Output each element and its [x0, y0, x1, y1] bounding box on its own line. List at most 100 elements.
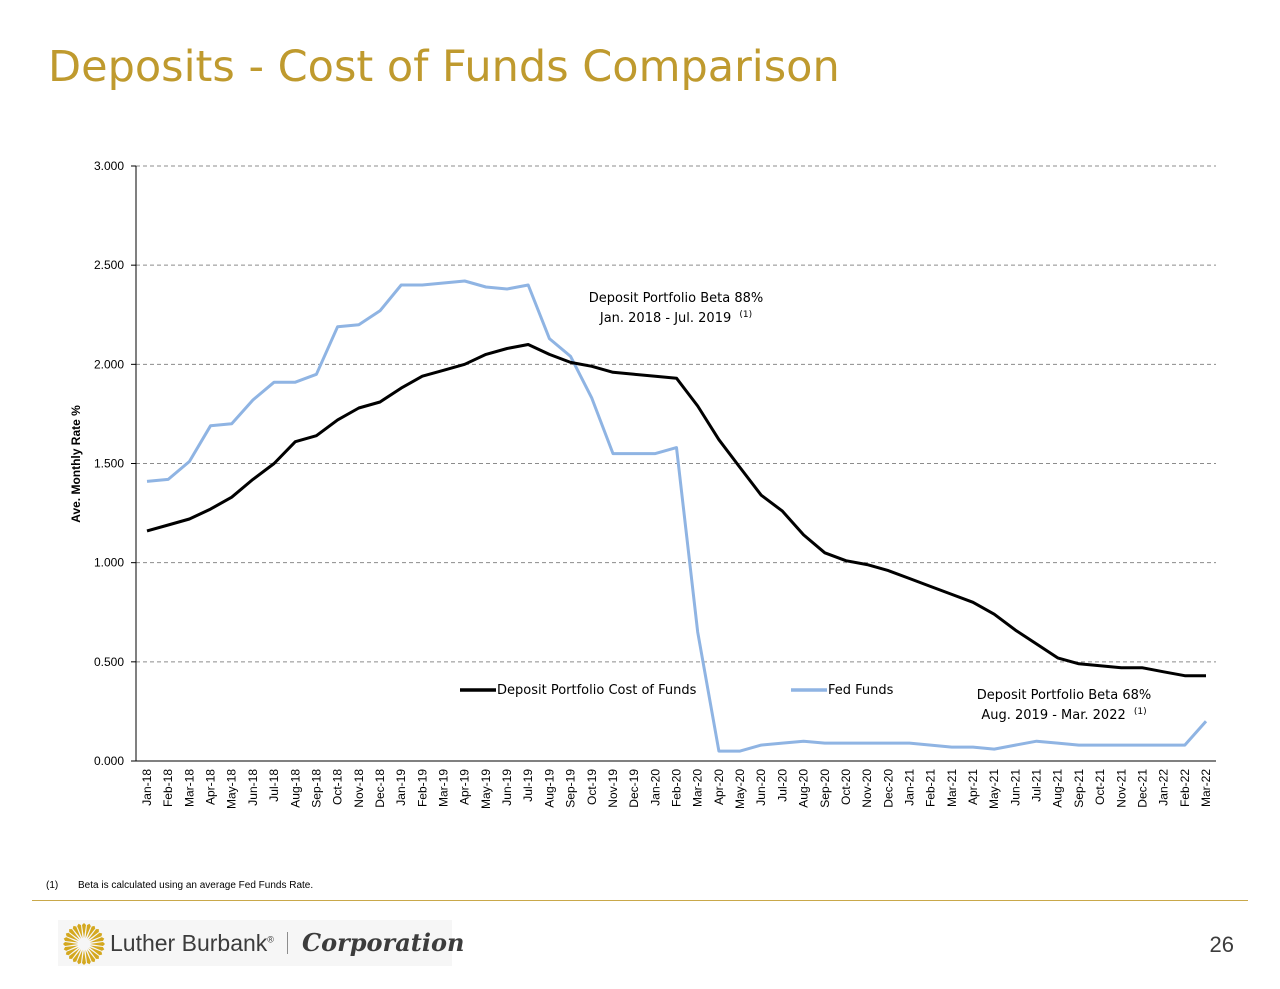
x-tick-label: Dec-20: [881, 769, 895, 808]
x-tick-label: Mar-19: [437, 769, 451, 807]
x-tick-label: Sep-19: [564, 769, 578, 808]
sunburst-ray: [63, 942, 78, 946]
x-tick-label: Sep-21: [1072, 769, 1086, 808]
annotation-line-2: Jan. 2018 - Jul. 2019: [599, 311, 731, 326]
page-number: 26: [1209, 932, 1234, 957]
x-tick-label: May-18: [225, 769, 239, 809]
x-tick-label: Jul-18: [267, 769, 281, 802]
sunburst-ray: [89, 947, 103, 956]
x-tick-label: May-21: [987, 769, 1001, 809]
footnote-marker: (1): [46, 880, 59, 891]
x-tick-label: Jun-18: [246, 769, 260, 806]
annotation-line-1: Deposit Portfolio Beta 68%: [977, 688, 1151, 703]
x-tick-label: Feb-19: [415, 769, 429, 807]
x-tick-label: Aug-19: [542, 769, 556, 808]
x-tick-label: Oct-19: [585, 769, 599, 805]
legend-label-deposit: Deposit Portfolio Cost of Funds: [497, 683, 697, 698]
sunburst-ray: [82, 950, 86, 965]
x-tick-label: Jan-22: [1157, 769, 1171, 806]
x-tick-label: Jul-20: [775, 769, 789, 802]
y-tick-label: 1.500: [94, 457, 124, 471]
sunburst-ray: [63, 945, 79, 951]
y-tick-label: 2.500: [94, 258, 124, 272]
x-tick-label: Jun-21: [1008, 769, 1022, 806]
sunburst-ray: [89, 932, 103, 941]
sunburst-ray: [77, 923, 83, 939]
series-line-fed-funds: [146, 279, 1208, 753]
x-tick-label: Nov-18: [352, 769, 366, 808]
x-tick-label: Nov-19: [606, 769, 620, 808]
footnote-text: Beta is calculated using an average Fed …: [78, 880, 314, 891]
sunburst-ray: [87, 949, 96, 963]
y-tick-label: 1.000: [94, 556, 124, 570]
x-tick-label: Oct-21: [1093, 769, 1107, 805]
x-tick-label: Jun-20: [754, 769, 768, 806]
x-tick-labels: Jan-18 Feb-18 Mar-18 Apr-18 May-18 Jun-18 Jul-…: [140, 769, 1213, 809]
x-tick-label: Apr-18: [204, 769, 218, 805]
x-tick-label: Jun-19: [500, 769, 514, 806]
y-tick-label: 3.000: [94, 159, 124, 173]
x-tick-label: Jan-18: [140, 769, 154, 806]
y-axis-label: Ave. Monthly Rate %: [69, 405, 83, 523]
x-tick-label: Jan-19: [394, 769, 408, 806]
x-tick-label: Mar-21: [945, 769, 959, 807]
sunburst-ray: [90, 942, 105, 946]
x-tick-label: Feb-22: [1178, 769, 1192, 807]
y-tick-label: 2.000: [94, 357, 124, 371]
y-tick-label: 0.500: [94, 655, 124, 669]
sunburst-ray: [88, 948, 99, 959]
annotation-line-2: Aug. 2019 - Mar. 2022: [981, 708, 1125, 723]
footnote: (1) Beta is calculated using an average F…: [46, 880, 313, 891]
x-tick-label: Aug-21: [1051, 769, 1065, 808]
sunburst-ray: [63, 937, 79, 943]
sunburst-ray: [85, 949, 91, 965]
x-tick-label: Feb-20: [670, 769, 684, 807]
x-tick-label: May-19: [479, 769, 493, 809]
svg-text:Aug. 2019 - Mar. 2022 (1: Aug. 2019 - Mar. 2022 (1): [981, 707, 1146, 723]
y-tick-label: 0.000: [94, 754, 124, 768]
logo-division-name: Corporation: [302, 928, 465, 957]
x-tick-label: Dec-19: [627, 769, 641, 808]
sunburst-ray: [69, 948, 80, 959]
legend-label-fed: Fed Funds: [828, 683, 894, 698]
grid-lines: [131, 165, 1216, 762]
x-tick-label: Sep-20: [818, 769, 832, 808]
sunburst-ray: [69, 929, 80, 940]
x-tick-label: Mar-22: [1199, 769, 1213, 807]
company-logo: Luther Burbank® Corporation: [58, 920, 464, 966]
x-tick-label: Jul-19: [521, 769, 535, 802]
y-tick-labels: 0.000 0.500 1.000 1.500 2.000 2.500 3.000: [94, 159, 124, 768]
annotation-line-1: Deposit Portfolio Beta 88%: [589, 291, 763, 306]
footer-divider: [32, 900, 1248, 901]
x-tick-label: Aug-20: [797, 769, 811, 808]
x-tick-label: Mar-20: [691, 769, 705, 807]
x-tick-label: May-20: [733, 769, 747, 809]
sunburst-ray: [77, 949, 83, 965]
sunburst-ray: [82, 923, 86, 938]
x-tick-label: Oct-20: [839, 769, 853, 805]
sunburst-ray: [65, 932, 79, 941]
sunburst-ray: [65, 947, 79, 956]
chart-legend: Deposit Portfolio Cost of Funds Fed Fund…: [460, 683, 894, 698]
sunburst-ray: [72, 925, 81, 939]
x-tick-label: Sep-18: [309, 769, 323, 808]
sunburst-ray: [87, 925, 96, 939]
sunburst-ray: [85, 923, 91, 939]
logo-brand-name: Luther Burbank®: [110, 930, 274, 956]
x-tick-label: Apr-20: [712, 769, 726, 805]
x-tick-label: Oct-18: [331, 769, 345, 805]
x-tick-label: Apr-21: [966, 769, 980, 805]
x-tick-label: Jan-20: [648, 769, 662, 806]
x-tick-label: Jul-21: [1030, 769, 1044, 802]
x-tick-label: Dec-21: [1135, 769, 1149, 808]
x-tick-label: Feb-18: [161, 769, 175, 807]
sunburst-ray: [72, 949, 81, 963]
x-tick-label: Mar-18: [182, 769, 196, 807]
x-tick-label: Dec-18: [373, 769, 387, 808]
x-tick-label: Nov-21: [1114, 769, 1128, 808]
annotation-superscript: (1): [739, 310, 752, 320]
x-tick-label: Jan-21: [902, 769, 916, 806]
x-tick-label: Feb-21: [924, 769, 938, 807]
sunburst-ray: [88, 929, 99, 940]
beta-annotation-2018-2019: Deposit Portfolio Beta 88% Jan. 2018 - J…: [589, 291, 763, 326]
